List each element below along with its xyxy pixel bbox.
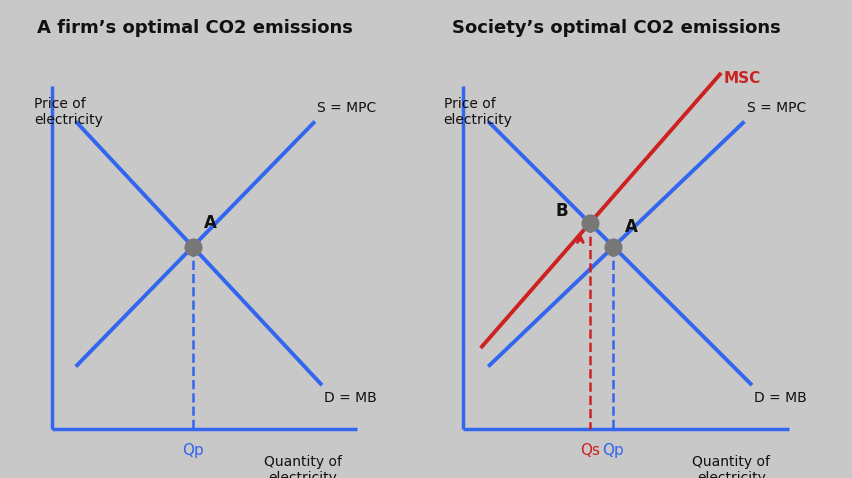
Text: Quantity of
electricity: Quantity of electricity (263, 455, 342, 478)
Text: Qs: Qs (579, 444, 599, 458)
Text: MSC: MSC (722, 71, 760, 86)
Text: S = MPC: S = MPC (317, 101, 376, 115)
Text: A: A (625, 218, 637, 236)
Text: Qp: Qp (181, 444, 204, 458)
Text: B: B (555, 202, 567, 220)
Text: S = MPC: S = MPC (746, 101, 805, 115)
Text: A: A (204, 214, 216, 232)
Text: Price of
electricity: Price of electricity (443, 97, 512, 127)
Text: D = MB: D = MB (324, 391, 377, 405)
Text: Quantity of
electricity: Quantity of electricity (692, 455, 769, 478)
Text: Society’s optimal CO2 emissions: Society’s optimal CO2 emissions (452, 19, 780, 37)
Text: Price of
electricity: Price of electricity (34, 97, 103, 127)
Text: Qp: Qp (602, 444, 624, 458)
Text: A firm’s optimal CO2 emissions: A firm’s optimal CO2 emissions (37, 19, 353, 37)
Text: D = MB: D = MB (754, 391, 806, 405)
